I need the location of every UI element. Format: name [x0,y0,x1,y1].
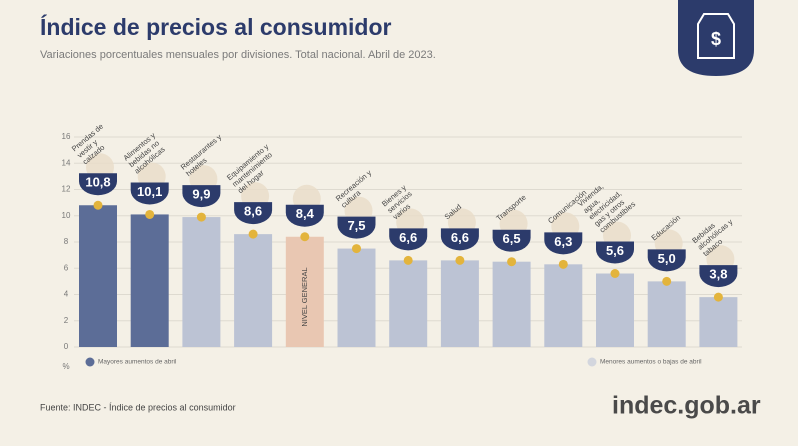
y-tick-label: 6 [64,263,69,272]
y-tick-label: 12 [62,185,71,194]
value-badge [234,202,273,225]
value-badge [596,241,634,264]
value-badge [647,249,686,272]
bar-inner-label: NIVEL GENERAL [300,267,309,326]
bar-top-dot [558,259,568,269]
value-label: 6,6 [399,230,417,245]
chart-title: Índice de precios al consumidor [40,13,392,40]
bar [440,260,479,347]
bar-top-dot [93,200,103,210]
bar [285,236,324,347]
value-label: 5,0 [658,251,676,266]
bar [647,281,686,347]
value-badge [182,185,221,208]
bar [699,297,738,347]
source: Fuente: INDEC - Índice de precios al con… [40,402,236,412]
value-label: 8,6 [244,204,262,219]
bar [79,205,117,347]
bar-top-dot [403,255,413,265]
legend-label: Mayores aumentos de abril [98,359,177,366]
value-badge [285,204,324,227]
bar-top-dot [507,257,517,267]
bar-top-dot [713,292,723,302]
bar-top-dot [196,212,206,222]
bar-top-dot [352,244,361,254]
chart-subtitle: Variaciones porcentuales mensuales por d… [40,49,436,61]
value-label: 7,5 [347,218,365,233]
legend-dot [85,357,95,367]
y-tick-label: 2 [64,316,69,325]
price-tag-icon [697,13,735,59]
bar-top-dot [300,232,310,242]
bar-top-dot [610,269,620,278]
value-badge [130,182,169,205]
bar [337,248,376,347]
dollar-icon: $ [711,29,721,49]
y-tick-label: 8 [64,237,69,246]
logo: indec.gob.ar [612,392,761,420]
bar [234,234,273,347]
legend-dot [587,357,597,367]
value-badge [544,232,583,255]
y-tick-label: 14 [62,158,71,167]
value-label: 8,4 [296,206,315,221]
bar [544,264,583,347]
value-label: 9,9 [192,187,210,202]
bar [596,273,634,347]
bar [492,261,531,347]
value-label: 3,8 [709,267,727,282]
value-label: 6,6 [451,230,469,245]
bar-top-dot [455,255,465,265]
value-label: 6,3 [554,234,572,249]
value-badge [389,228,428,251]
y-tick-label: 4 [64,290,69,299]
legend-label: Menores aumentos o bajas de abril [600,359,702,366]
value-label: 10,8 [85,175,110,190]
value-badge [699,265,738,288]
y-unit: % [62,362,69,371]
value-badge [492,229,531,252]
value-label: 5,6 [606,243,624,258]
bar-top-dot [662,276,672,286]
bar-top-dot [248,229,258,239]
y-tick-label: 16 [62,132,71,141]
value-badge [79,173,117,196]
category-label: Vivienda, agua, electricidad, gas y otro… [576,173,637,234]
bar [182,217,221,347]
bar [130,214,169,347]
value-label: 6,5 [503,231,521,246]
bar [389,260,428,347]
value-label: 10,1 [137,184,162,199]
y-tick-label: 10 [62,211,71,220]
value-badge [337,216,376,239]
y-tick-label: 0 [64,342,69,351]
value-badge [440,228,479,251]
bar-top-dot [145,209,155,219]
